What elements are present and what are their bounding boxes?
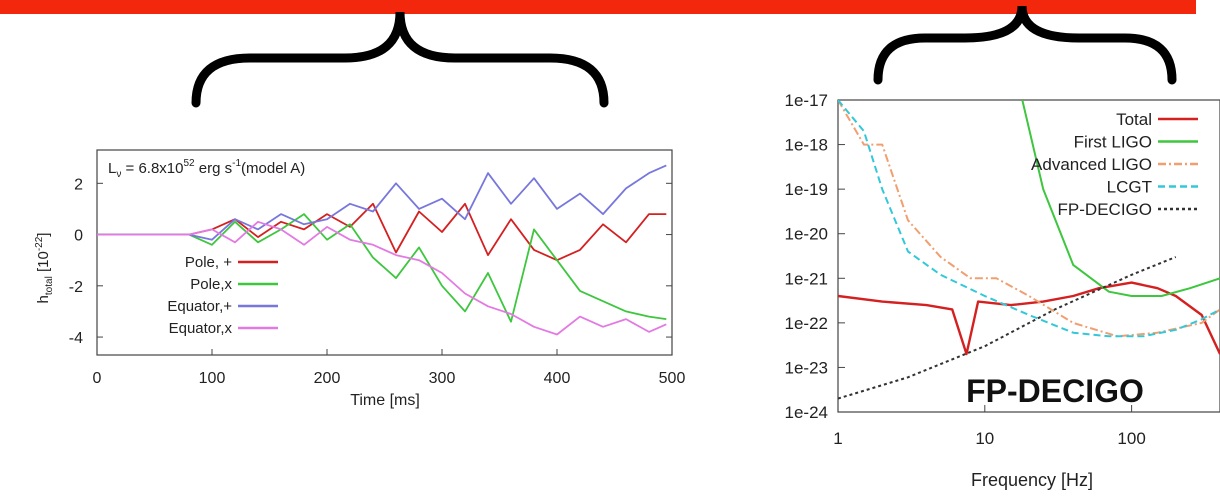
left-series-line-0 [97, 202, 667, 262]
left-legend-label: Pole,x [190, 276, 232, 293]
left-legend-label: Pole, + [185, 254, 232, 271]
left-x-tick-label: 100 [199, 370, 226, 387]
fp-decigo-watermark: FP-DECIGO [966, 373, 1144, 409]
right-y-tick-label: 1e-21 [785, 269, 828, 288]
left-chart: 2 0 -2 -4 0 100 200 300 400 500 Time [ms] htotal… [34, 149, 686, 409]
right-y-tick-label: 1e-24 [785, 403, 828, 422]
left-y-tick-label: 0 [74, 228, 83, 245]
right-series-line-4 [838, 256, 1177, 400]
right-y-tick-label: 1e-19 [785, 180, 828, 199]
right-y-tick-label: 1e-20 [785, 225, 828, 244]
right-x-tick-label: 1 [833, 429, 842, 448]
left-x-tick-label: 500 [659, 370, 686, 387]
left-x-tick-label: 400 [544, 370, 571, 387]
right-series-line-3 [838, 100, 1220, 338]
left-legend-label: Equator,x [169, 320, 233, 337]
right-chart: 1e-17 1e-18 1e-19 1e-20 1e-21 1e-22 1e-23 1e-24… [785, 91, 1220, 490]
right-legend: Total First LIGO Advanced LIGO LCGT FP-DECIG… [1031, 110, 1198, 219]
right-y-tick-label: 1e-18 [785, 136, 828, 155]
left-y-tick-label: -4 [69, 330, 83, 347]
right-plot-frame [837, 99, 1220, 413]
left-x-tick-label: 300 [429, 370, 456, 387]
left-x-tick-label: 0 [93, 370, 102, 387]
left-series-line-2 [97, 164, 667, 241]
left-x-axis-label: Time [ms] [350, 392, 420, 409]
left-series-line-1 [97, 213, 667, 323]
right-legend-label: First LIGO [1074, 133, 1152, 152]
right-x-axis-label: Frequency [Hz] [971, 470, 1093, 490]
left-y-axis-label: htotal [10-22] [34, 233, 55, 304]
right-legend-label: FP-DECIGO [1058, 200, 1152, 219]
right-y-tick-label: 1e-17 [785, 91, 828, 110]
red-banner [0, 0, 1196, 14]
right-x-tick-label: 100 [1117, 429, 1145, 448]
right-legend-label: LCGT [1107, 178, 1152, 197]
left-legend-label: Equator,+ [167, 298, 232, 315]
right-legend-label: Advanced LIGO [1031, 155, 1152, 174]
left-series-line-3 [97, 220, 667, 336]
left-y-tick-label: 2 [74, 176, 83, 193]
right-brace [873, 5, 1177, 85]
right-y-tick-label: 1e-22 [785, 314, 828, 333]
right-y-tick-label: 1e-23 [785, 358, 828, 377]
right-series-line-1 [1021, 100, 1220, 297]
left-x-tick-label: 200 [314, 370, 341, 387]
right-legend-label: Total [1116, 110, 1152, 129]
right-series-line-2 [838, 100, 1220, 338]
left-brace [191, 11, 609, 108]
left-annotation: Lν = 6.8x1052 erg s-1(model A) [108, 158, 305, 180]
right-x-tick-label: 10 [975, 429, 994, 448]
left-legend: Pole, + Pole,x Equator,+ Equator,x [167, 254, 278, 337]
left-y-tick-label: -2 [69, 279, 83, 296]
